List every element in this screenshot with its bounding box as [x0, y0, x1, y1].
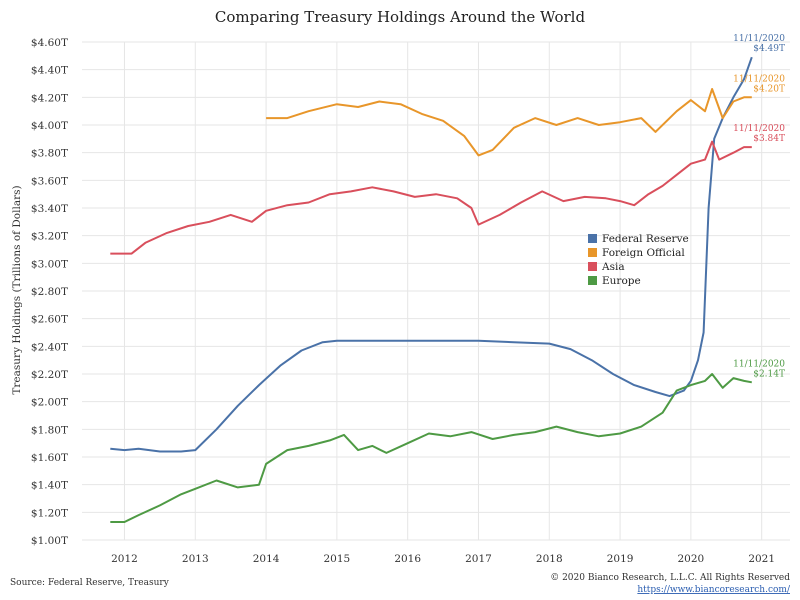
y-tick-label: $2.00T — [31, 397, 68, 409]
end-value-foreign-official: $4.20T — [753, 84, 785, 94]
end-date-federal-reserve: 11/11/2020 — [733, 34, 785, 44]
end-labels: 11/11/2020$4.49T11/11/2020$4.20T11/11/20… — [733, 34, 785, 379]
y-tick-label: $3.60T — [31, 175, 68, 187]
x-tick-label: 2013 — [182, 553, 209, 565]
x-tick-label: 2016 — [394, 553, 421, 565]
x-tick-label: 2018 — [536, 553, 563, 565]
end-value-federal-reserve: $4.49T — [753, 44, 785, 54]
y-tick-label: $2.60T — [31, 314, 68, 326]
legend-label-federal-reserve: Federal Reserve — [602, 233, 689, 245]
y-tick-label: $2.40T — [31, 341, 68, 353]
y-tick-label: $3.40T — [31, 203, 68, 215]
end-value-europe: $2.14T — [753, 369, 785, 379]
y-tick-label: $4.00T — [31, 120, 68, 132]
y-tick-label: $3.80T — [31, 148, 68, 160]
legend: Federal Reserve Foreign Official Asia Europ… — [588, 233, 689, 287]
x-tick-label: 2021 — [748, 553, 775, 565]
website-link[interactable]: https://www.biancoresearch.com/ — [637, 585, 791, 595]
series-line-federal-reserve — [110, 56, 753, 453]
y-tick-label: $4.60T — [31, 37, 68, 49]
x-tick-label: 2020 — [678, 553, 705, 565]
x-tick-label: 2014 — [253, 553, 280, 565]
x-tick-label: 2012 — [111, 553, 138, 565]
x-axis-ticks: 2012 2013 2014 2015 2016 2017 2018 2019 2020 2021 — [111, 553, 775, 565]
y-tick-label: $2.20T — [31, 369, 68, 381]
copyright-note: © 2020 Bianco Research, L.L.C. All Right… — [550, 573, 790, 583]
legend-label-asia: Asia — [601, 261, 625, 273]
series-lines — [110, 56, 753, 523]
y-tick-label: $1.40T — [31, 480, 68, 492]
end-date-foreign-official: 11/11/2020 — [733, 74, 785, 84]
end-date-asia: 11/11/2020 — [733, 124, 785, 134]
x-tick-label: 2017 — [465, 553, 492, 565]
chart-title: Comparing Treasury Holdings Around the W… — [215, 8, 586, 26]
y-tick-label: $4.40T — [31, 65, 68, 77]
series-line-europe — [110, 373, 752, 523]
end-value-asia: $3.84T — [753, 134, 785, 144]
source-note: Source: Federal Reserve, Treasury — [10, 578, 170, 588]
legend-swatch-foreign-official — [588, 248, 597, 257]
y-axis-ticks: $1.00T $1.20T $1.40T $1.60T $1.80T $2.00T $2.2… — [31, 37, 68, 547]
y-tick-label: $1.80T — [31, 424, 68, 436]
legend-swatch-asia — [588, 262, 597, 271]
x-tick-label: 2015 — [324, 553, 351, 565]
y-axis-label: Treasury Holdings (Trillions of Dollars) — [11, 185, 23, 394]
legend-label-europe: Europe — [602, 275, 641, 287]
x-tick-label: 2019 — [607, 553, 634, 565]
grid — [82, 41, 790, 541]
legend-swatch-europe — [588, 276, 597, 285]
y-tick-label: $3.00T — [31, 258, 68, 270]
y-tick-label: $1.00T — [31, 535, 68, 547]
series-line-asia — [110, 140, 752, 255]
y-tick-label: $2.80T — [31, 286, 68, 298]
y-tick-label: $1.60T — [31, 452, 68, 464]
y-tick-label: $3.20T — [31, 231, 68, 243]
end-date-europe: 11/11/2020 — [733, 359, 785, 369]
series-line-foreign-official — [266, 88, 752, 157]
legend-swatch-federal-reserve — [588, 234, 597, 243]
y-tick-label: $4.20T — [31, 92, 68, 104]
legend-label-foreign-official: Foreign Official — [602, 247, 685, 259]
y-tick-label: $1.20T — [31, 507, 68, 519]
